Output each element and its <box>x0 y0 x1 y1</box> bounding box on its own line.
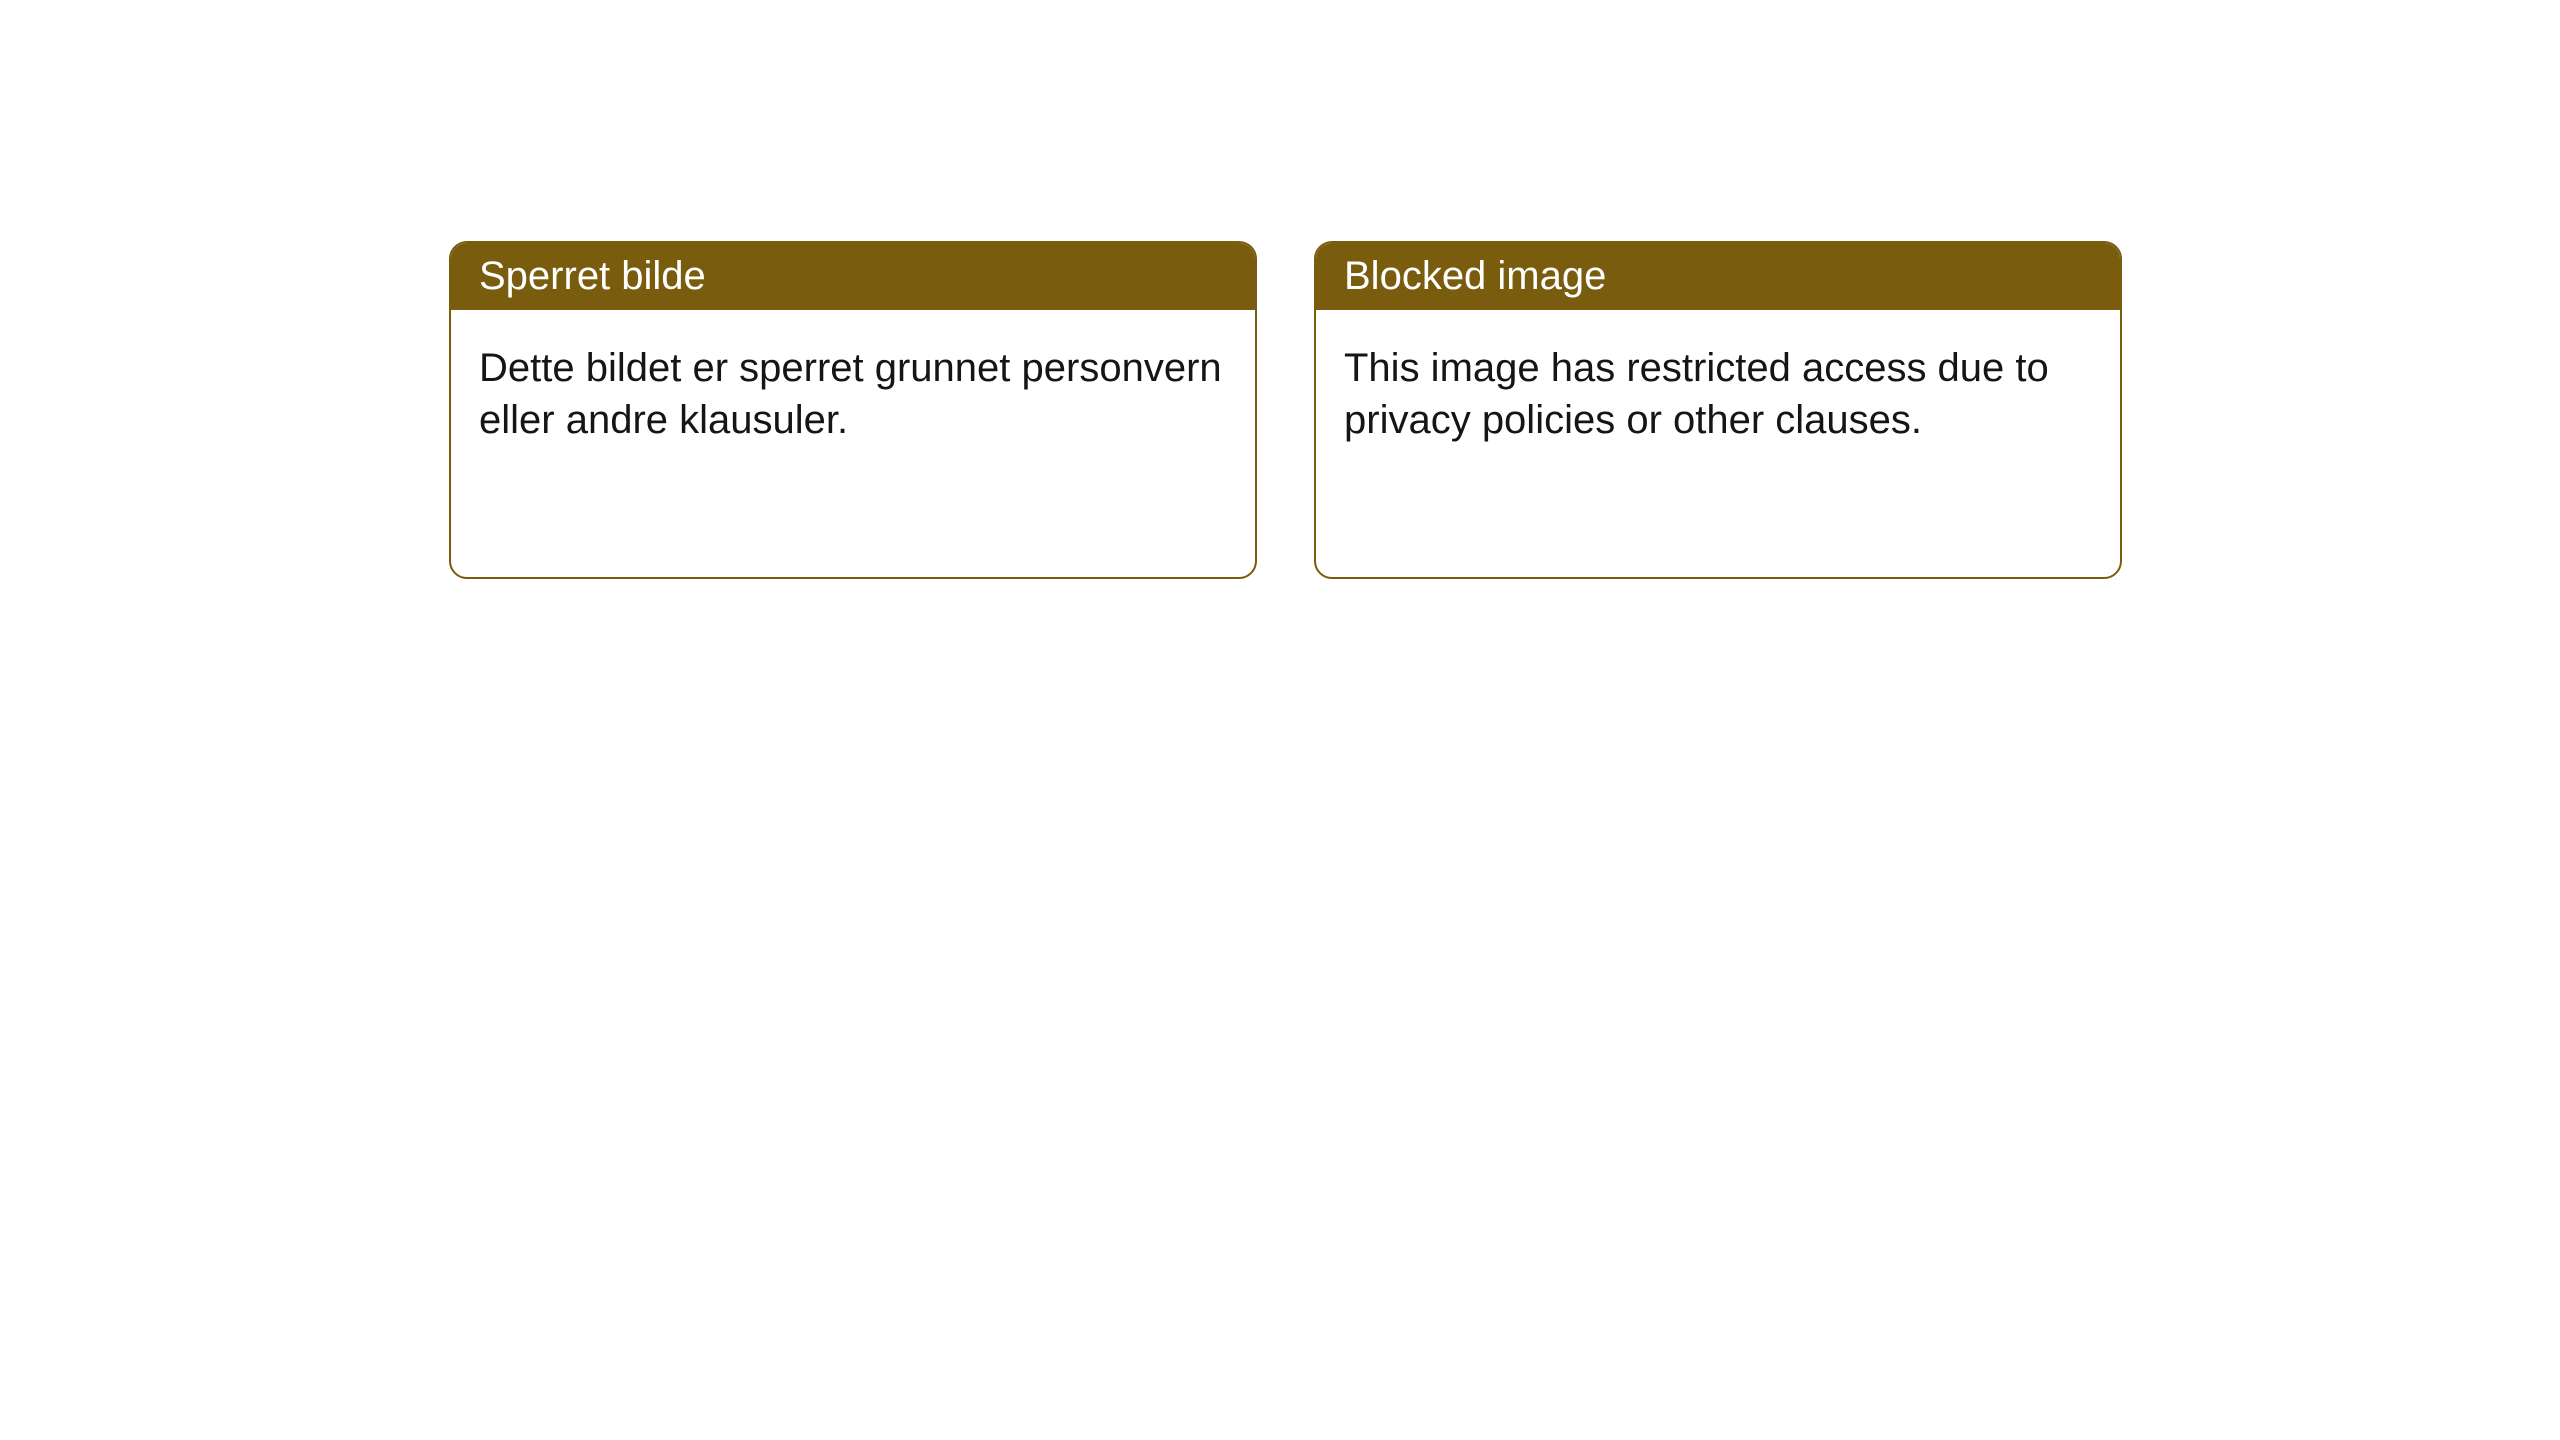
notice-card-norwegian: Sperret bilde Dette bildet er sperret gr… <box>449 241 1257 579</box>
notice-title: Sperret bilde <box>479 254 706 298</box>
notice-header: Blocked image <box>1316 243 2120 310</box>
notice-body-text: Dette bildet er sperret grunnet personve… <box>479 346 1222 442</box>
notice-body: Dette bildet er sperret grunnet personve… <box>451 310 1255 478</box>
notice-body-text: This image has restricted access due to … <box>1344 346 2049 442</box>
notice-title: Blocked image <box>1344 254 1606 298</box>
notice-container: Sperret bilde Dette bildet er sperret gr… <box>449 241 2122 579</box>
notice-body: This image has restricted access due to … <box>1316 310 2120 478</box>
notice-header: Sperret bilde <box>451 243 1255 310</box>
notice-card-english: Blocked image This image has restricted … <box>1314 241 2122 579</box>
